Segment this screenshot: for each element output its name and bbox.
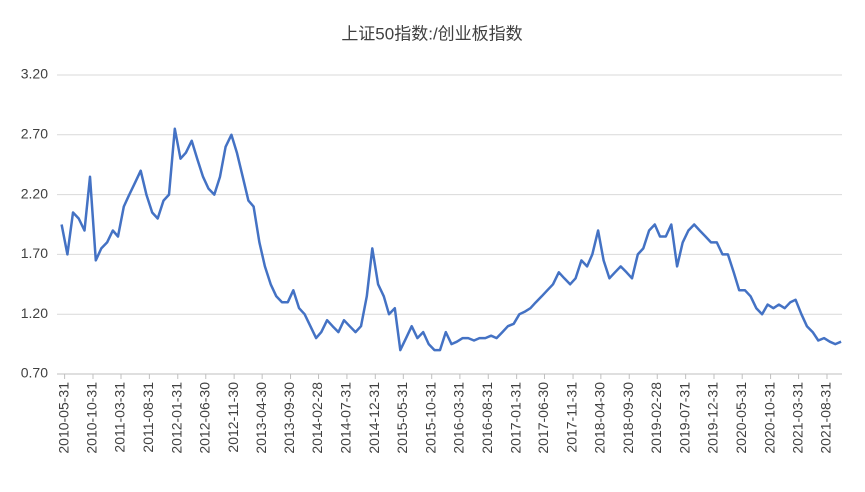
x-tick-label: 2017-06-30 [535, 382, 551, 454]
x-tick-label: 2020-10-31 [761, 382, 777, 454]
x-tick-label: 2019-12-31 [705, 382, 721, 454]
y-tick-label: 3.20 [21, 66, 48, 82]
x-tick-label: 2013-09-30 [281, 382, 297, 454]
x-tick-label: 2012-01-31 [168, 382, 184, 454]
x-tick-label: 2011-08-31 [140, 382, 156, 453]
x-tick-label: 2019-07-31 [676, 382, 692, 454]
chart-title: 上证50指数:/创业板指数 [341, 24, 522, 43]
y-tick-label: 0.70 [21, 365, 48, 381]
x-tick-label: 2017-01-31 [507, 382, 523, 454]
x-tick-label: 2019-02-28 [648, 382, 664, 454]
y-tick-label: 1.20 [21, 305, 48, 321]
x-tick-label: 2018-09-30 [620, 382, 636, 454]
x-tick-label: 2020-05-31 [733, 382, 749, 454]
y-tick-label: 2.70 [21, 126, 48, 142]
x-tick-label: 2014-12-31 [366, 382, 382, 454]
x-tick-label: 2015-05-31 [394, 382, 410, 454]
x-tick-label: 2012-11-30 [225, 382, 241, 453]
x-tick-label: 2014-07-31 [338, 382, 354, 454]
y-tick-label: 2.20 [21, 185, 48, 201]
x-tick-label: 2015-10-31 [422, 382, 438, 454]
x-tick-label: 2010-05-31 [55, 382, 71, 454]
x-tick-label: 2010-10-31 [84, 382, 100, 454]
x-tick-label: 2013-04-30 [253, 382, 269, 454]
x-tick-label: 2016-08-31 [479, 382, 495, 454]
x-tick-label: 2021-08-31 [818, 382, 834, 454]
x-tick-label: 2012-06-30 [196, 382, 212, 454]
x-tick-label: 2014-02-28 [309, 382, 325, 454]
y-tick-label: 1.70 [21, 245, 48, 261]
x-tick-label: 2017-11-31 [564, 382, 580, 453]
x-tick-label: 2021-03-31 [789, 382, 805, 454]
x-tick-label: 2016-03-31 [451, 382, 467, 454]
x-tick-label: 2011-03-31 [112, 382, 128, 453]
x-tick-label: 2018-04-30 [592, 382, 608, 454]
data-line [60, 127, 842, 352]
